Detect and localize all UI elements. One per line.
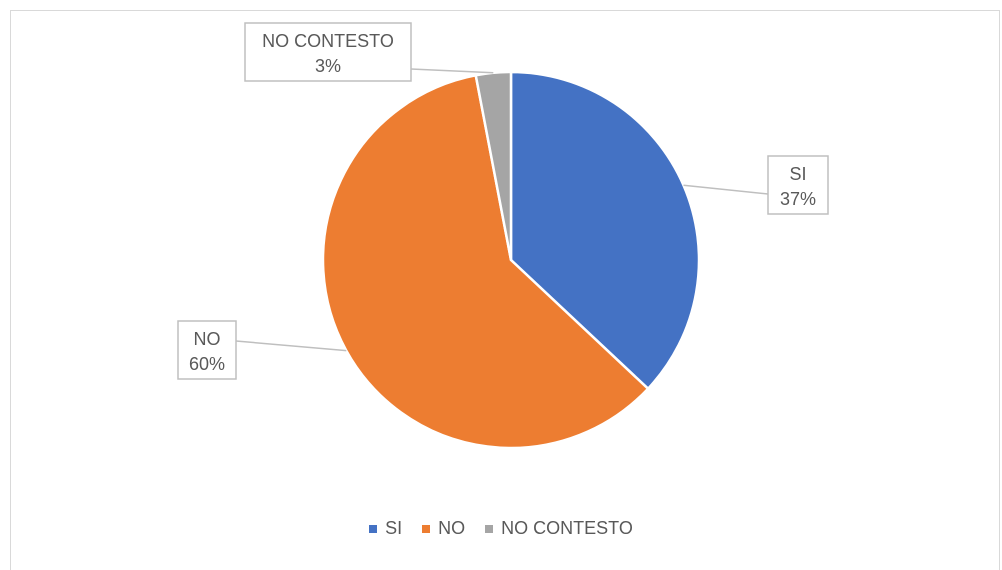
legend-swatch [485, 524, 494, 533]
legend-item-no: NO [422, 518, 465, 539]
data-labels: SI 37% NO 60% NO CONTESTO 3% [177, 22, 829, 380]
data-label-category: SI [789, 164, 806, 184]
data-label-category: NO [194, 329, 221, 349]
data-label-box-no-contesto [244, 22, 412, 82]
data-label-percent: 37% [780, 189, 816, 209]
leader-line-si [683, 184, 769, 195]
pie-slice-si [509, 70, 701, 390]
legend: SI NO NO CONTESTO [0, 518, 1002, 539]
leader-lines [235, 68, 769, 352]
data-label-percent: 3% [315, 56, 341, 76]
leader-line-no [235, 340, 347, 352]
data-label-box-no [177, 320, 237, 380]
data-label-box-si [767, 155, 829, 215]
pie-slice-no [321, 74, 650, 450]
pie-slice-no-contesto [474, 70, 513, 262]
pie-slices [321, 70, 701, 450]
legend-label: NO CONTESTO [501, 518, 633, 538]
leader-line-no-contesto [410, 68, 494, 74]
legend-item-no-contesto: NO CONTESTO [485, 518, 633, 539]
data-label-category: NO CONTESTO [262, 31, 394, 51]
data-label-percent: 60% [189, 354, 225, 374]
legend-item-si: SI [369, 518, 402, 539]
legend-swatch [369, 524, 378, 533]
legend-label: SI [385, 518, 403, 538]
legend-label: NO [438, 518, 466, 538]
legend-swatch [422, 524, 431, 533]
